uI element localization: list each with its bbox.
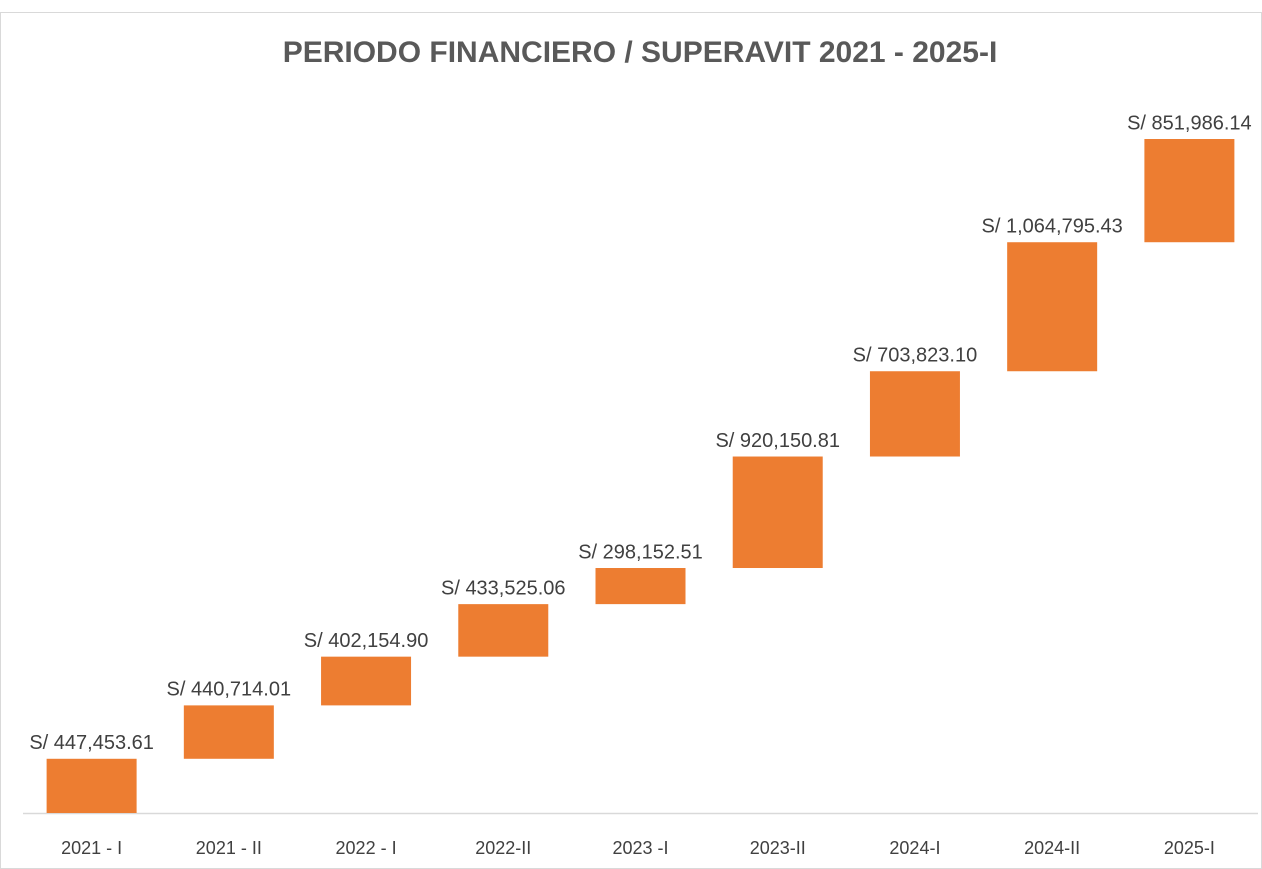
x-tick-label: 2023 -I bbox=[612, 838, 668, 858]
bar bbox=[869, 371, 960, 457]
value-label: S/ 703,823.10 bbox=[853, 345, 978, 367]
value-label: S/ 447,453.61 bbox=[29, 732, 154, 754]
x-tick-label: 2024-I bbox=[889, 838, 940, 858]
chart-title: PERIODO FINANCIERO / SUPERAVIT 2021 - 20… bbox=[283, 36, 998, 69]
value-label: S/ 433,525.06 bbox=[441, 577, 566, 599]
x-tick-label: 2022-II bbox=[475, 838, 531, 858]
bar bbox=[732, 456, 823, 569]
value-label: S/ 298,152.51 bbox=[578, 541, 703, 563]
value-label: S/ 851,986.14 bbox=[1127, 112, 1252, 134]
bar bbox=[595, 568, 686, 605]
x-tick-label: 2021 - I bbox=[61, 838, 122, 858]
bar bbox=[458, 604, 549, 657]
bar bbox=[1144, 139, 1235, 243]
x-tick-label: 2022 - I bbox=[336, 838, 397, 858]
value-label: S/ 440,714.01 bbox=[167, 679, 292, 701]
bar bbox=[183, 705, 274, 759]
x-tick-label: 2025-I bbox=[1164, 838, 1215, 858]
x-tick-label: 2021 - II bbox=[196, 838, 262, 858]
x-tick-label: 2024-II bbox=[1024, 838, 1080, 858]
bar bbox=[1007, 242, 1098, 372]
value-label: S/ 1,064,795.43 bbox=[982, 216, 1123, 238]
value-label: S/ 920,150.81 bbox=[715, 430, 840, 452]
value-label: S/ 402,154.90 bbox=[304, 630, 429, 652]
bar bbox=[321, 656, 412, 706]
x-tick-label: 2023-II bbox=[750, 838, 806, 858]
bar bbox=[46, 758, 137, 813]
